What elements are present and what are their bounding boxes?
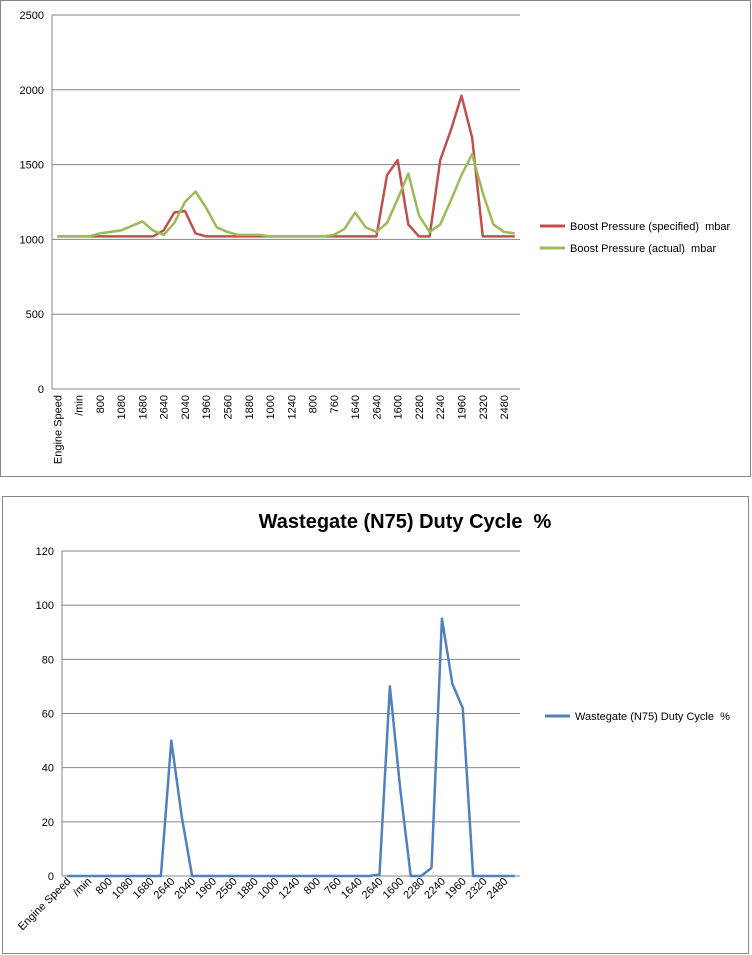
x-tick-label: 1680	[137, 395, 149, 419]
y-tick-label: 1000	[20, 234, 44, 246]
chart-frame	[2, 496, 749, 954]
x-tick-label: 1960	[457, 395, 469, 419]
x-tick-label: 2640	[371, 395, 383, 419]
x-tick-label: 2240	[435, 395, 447, 419]
y-tick-label: 2000	[20, 85, 44, 97]
x-tick-label: 1880	[244, 395, 256, 419]
series-line	[57, 152, 515, 238]
y-tick-label: 80	[42, 654, 54, 666]
legend-label: Boost Pressure (actual) mbar	[570, 243, 716, 255]
x-tick-label: 800	[95, 395, 107, 413]
y-tick-label: 20	[42, 817, 54, 829]
legend-label: Boost Pressure (specified) mbar	[570, 221, 731, 233]
x-tick-label: 800	[308, 395, 320, 413]
legend-label: Wastegate (N75) Duty Cycle %	[575, 711, 730, 723]
x-tick-label: 2560	[223, 395, 235, 419]
x-tick-label: 1000	[265, 395, 277, 419]
y-tick-label: 0	[48, 871, 54, 883]
y-tick-label: 2500	[20, 10, 44, 22]
x-tick-label: 1240	[286, 395, 298, 419]
y-tick-label: 1500	[20, 160, 44, 172]
y-tick-label: 0	[38, 384, 44, 396]
x-tick-label: 2480	[499, 395, 511, 419]
x-tick-label: 2280	[414, 395, 426, 419]
y-tick-label: 500	[26, 309, 44, 321]
y-tick-label: 120	[36, 546, 54, 558]
x-tick-label: Engine Speed	[52, 395, 64, 464]
x-tick-label: 1960	[201, 395, 213, 419]
x-tick-label: 1600	[393, 395, 405, 419]
x-tick-label: 760	[329, 395, 341, 413]
x-tick-label: 2640	[159, 395, 171, 419]
y-tick-label: 40	[42, 763, 54, 775]
series-line	[67, 617, 515, 878]
chart-frame	[0, 0, 751, 477]
y-tick-label: 60	[42, 709, 54, 721]
x-tick-label: 2320	[478, 395, 490, 419]
x-tick-label: /min	[74, 395, 86, 416]
x-tick-label: 1080	[116, 395, 128, 419]
y-tick-label: 100	[36, 600, 54, 612]
chart-title: Wastegate (N75) Duty Cycle %	[259, 511, 552, 533]
x-tick-label: 2040	[180, 395, 192, 419]
x-tick-label: 1640	[350, 395, 362, 419]
